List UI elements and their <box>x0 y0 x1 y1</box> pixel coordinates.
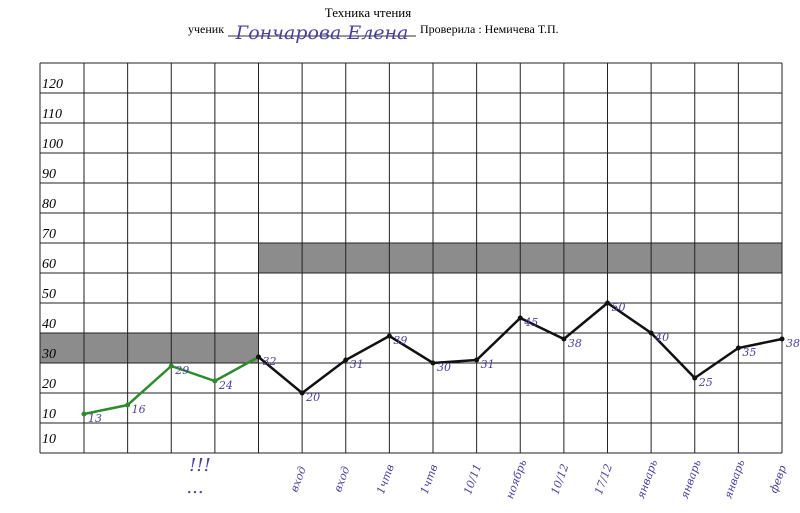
y-tick-label: 80 <box>42 197 56 212</box>
annotation: !!! <box>189 455 211 476</box>
data-label: 39 <box>393 334 407 347</box>
x-tick-label: январь <box>678 458 704 501</box>
chart-title: Техника чтения <box>325 5 412 20</box>
point <box>605 300 610 306</box>
point <box>517 315 523 321</box>
y-tick-label: 70 <box>42 227 56 242</box>
data-label: 35 <box>742 346 756 359</box>
point <box>81 411 87 417</box>
data-label: 32 <box>263 355 277 368</box>
data-label: 31 <box>481 358 495 371</box>
data-label: 38 <box>568 337 582 350</box>
x-tick-label: 17/12 <box>592 462 615 496</box>
y-tick-label: 60 <box>42 257 56 272</box>
data-label: 45 <box>523 316 538 329</box>
extra-y-label: 10 <box>42 432 56 447</box>
point <box>212 378 218 384</box>
point <box>168 363 174 369</box>
annotation: ... <box>186 477 203 498</box>
point <box>299 390 305 396</box>
y-tick-label: 120 <box>42 77 63 92</box>
x-tick-label: 10/12 <box>548 462 571 496</box>
data-label: 13 <box>88 412 102 425</box>
data-label: 38 <box>786 337 800 350</box>
x-tick-label: 10/11 <box>461 462 484 496</box>
point <box>125 402 131 408</box>
band <box>40 333 259 363</box>
data-label: 20 <box>305 391 320 404</box>
point <box>735 345 741 351</box>
data-label: 24 <box>218 379 233 392</box>
y-tick-label: 40 <box>42 317 56 332</box>
point <box>430 360 436 366</box>
x-tick-label: январь <box>634 458 660 501</box>
x-tick-label: вход <box>288 465 309 494</box>
y-tick-label: 20 <box>42 377 56 392</box>
point <box>648 330 654 336</box>
point <box>779 336 785 342</box>
data-label: 25 <box>698 376 713 389</box>
y-tick-label: 110 <box>42 107 62 122</box>
point <box>386 333 392 339</box>
data-label: 31 <box>350 358 364 371</box>
data-label: 29 <box>174 364 189 377</box>
y-tick-label: 10 <box>42 407 56 422</box>
checker: Проверила : Немичева Т.П. <box>420 22 559 36</box>
x-tick-label: ноябрь <box>503 458 529 501</box>
x-tick-label: 1чтв <box>418 463 441 496</box>
y-tick-label: 50 <box>42 287 56 302</box>
data-label: 16 <box>132 403 146 416</box>
data-label: 50 <box>612 301 626 314</box>
point <box>343 357 349 363</box>
y-tick-label: 30 <box>41 347 56 362</box>
student-name: Гончарова Елена <box>235 22 409 44</box>
student-label: ученик <box>188 22 224 36</box>
x-tick-label: вход <box>331 465 352 494</box>
x-tick-label: февр <box>767 464 789 495</box>
y-tick-label: 90 <box>42 167 56 182</box>
point <box>474 357 480 363</box>
x-tick-label: 1чтв <box>374 463 397 496</box>
data-label: 40 <box>654 331 669 344</box>
data-label: 30 <box>437 361 451 374</box>
point <box>256 354 261 360</box>
y-tick-label: 100 <box>42 137 63 152</box>
x-tick-label: январь <box>721 458 747 501</box>
point <box>692 375 698 381</box>
point <box>561 336 567 342</box>
